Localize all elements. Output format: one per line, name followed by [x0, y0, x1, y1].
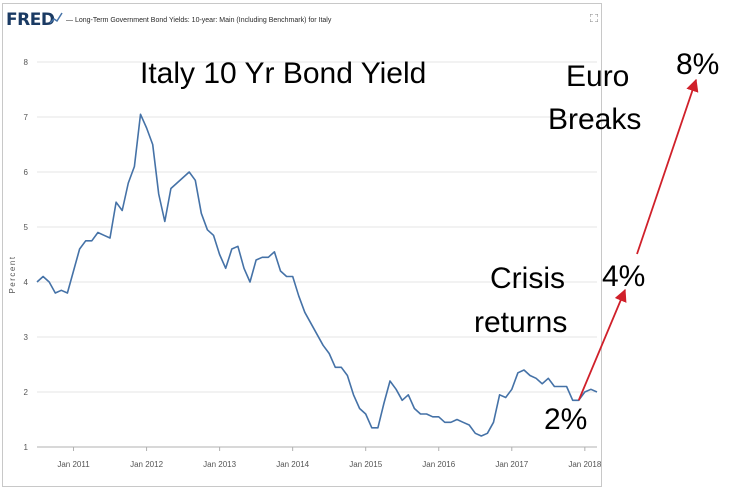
x-tick-label: Jan 2016 [422, 460, 455, 469]
annotation-arrows [577, 78, 699, 401]
series-line [36, 113, 598, 437]
annotation-4-percent: 4% [602, 260, 646, 293]
y-tick-label: 7 [24, 113, 29, 122]
x-tick-label: Jan 2017 [495, 460, 528, 469]
y-tick-label: 4 [24, 278, 29, 287]
chart-frame [2, 3, 602, 487]
y-tick-label: 1 [24, 443, 29, 452]
x-tick-label: Jan 2015 [349, 460, 382, 469]
annotation-title: Italy 10 Yr Bond Yield [140, 57, 427, 90]
arrow-2-to-4 [577, 288, 627, 401]
x-tick-label: Jan 2012 [130, 460, 163, 469]
y-tick-label: 2 [24, 388, 29, 397]
annotation-2-percent: 2% [544, 403, 588, 436]
y-axis-label: Percent [8, 255, 17, 293]
grid [37, 61, 597, 448]
axes: 1 2 3 4 5 6 7 8 Jan 2011 Jan 2012 Jan 2013 Jan 2014… [8, 58, 602, 469]
annotation-crisis: Crisis [490, 262, 565, 295]
fred-sparkline-icon [49, 12, 63, 24]
series-title: — Long-Term Government Bond Yields: 10-y… [66, 17, 332, 24]
y-tick-label: 6 [24, 168, 29, 177]
y-tick-label: 3 [24, 333, 29, 342]
x-tick-label: Jan 2018 [568, 460, 601, 469]
annotation-returns: returns [474, 306, 568, 339]
annotation-euro: Euro [566, 60, 630, 93]
y-tick-label: 5 [24, 223, 29, 232]
fred-logo[interactable]: FRED [6, 10, 55, 30]
x-tick-label: Jan 2011 [57, 460, 90, 469]
annotation-breaks: Breaks [548, 103, 642, 136]
series-layer [36, 113, 598, 437]
x-tick-label: Jan 2014 [276, 460, 309, 469]
y-tick-label: 8 [24, 58, 29, 67]
x-tick-label: Jan 2013 [203, 460, 236, 469]
arrow-4-to-8 [636, 78, 699, 255]
annotation-8-percent: 8% [676, 48, 720, 81]
